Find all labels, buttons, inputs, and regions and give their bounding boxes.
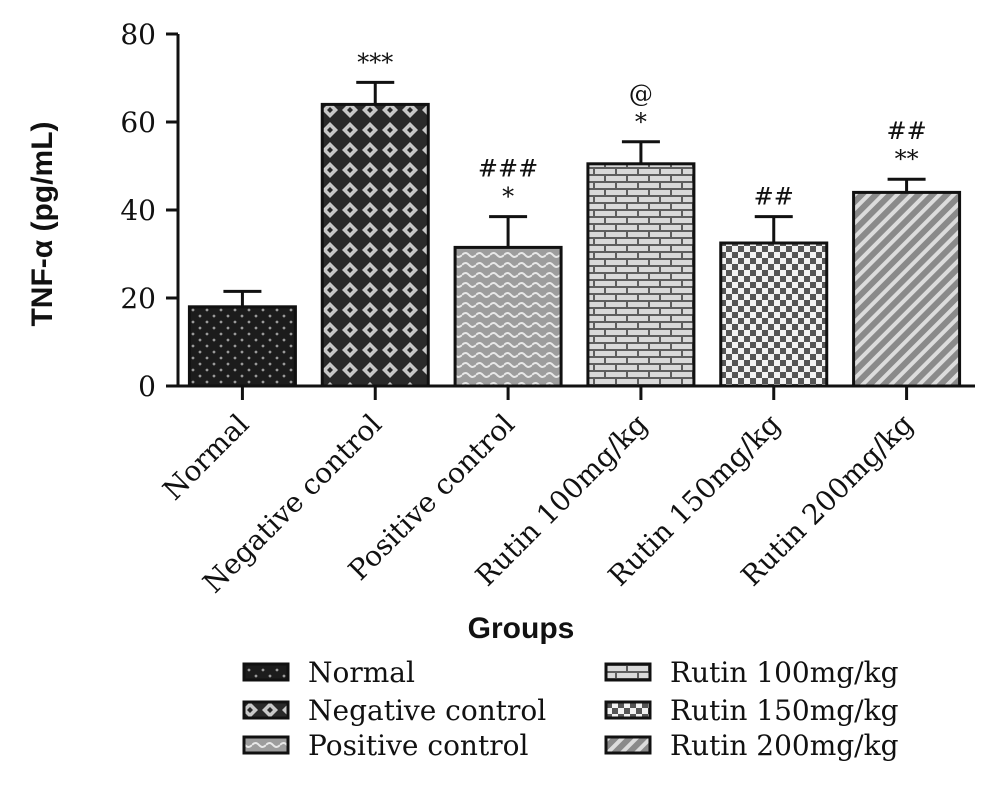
legend-swatch: [242, 700, 290, 720]
legend-label: Normal: [308, 656, 415, 689]
significance-label: @: [629, 80, 653, 108]
legend-label: Negative control: [308, 694, 546, 727]
significance-label: ##: [886, 117, 926, 145]
legend-label: Rutin 150mg/kg: [670, 694, 899, 727]
bars: ****###*@##**##: [187, 48, 962, 388]
bar: [852, 190, 962, 388]
bar: [586, 162, 696, 388]
x-axis-label: Groups: [468, 612, 575, 645]
legend-swatch: [604, 700, 652, 720]
significance-label: ##: [754, 183, 794, 211]
x-tick-label: Normal: [156, 408, 255, 507]
y-tick-label: 60: [120, 106, 156, 139]
legend-label: Positive control: [308, 729, 528, 762]
y-tick-label: 0: [138, 370, 156, 403]
y-tick-label: 80: [120, 18, 156, 51]
y-tick-label: 20: [120, 282, 156, 315]
significance-label: ###: [478, 155, 538, 183]
legend-swatch: [604, 662, 652, 682]
significance-label: **: [895, 145, 919, 173]
significance-label: ***: [357, 48, 393, 76]
significance-label: *: [502, 183, 514, 211]
legend-swatch: [242, 662, 290, 682]
significance-label: *: [635, 108, 647, 136]
axes: 0 20 40 60 80: [120, 18, 975, 403]
y-axis-label: TNF-α (pg/mL): [26, 121, 59, 326]
legend-label: Rutin 200mg/kg: [670, 729, 899, 762]
y-tick-label: 40: [120, 194, 156, 227]
bar: [719, 241, 829, 388]
bar: [320, 102, 430, 388]
bar: [453, 245, 563, 388]
legend-label: Rutin 100mg/kg: [670, 656, 899, 689]
legend-swatch: [604, 735, 652, 755]
legend-swatch: [242, 735, 290, 755]
bar: [187, 305, 297, 388]
